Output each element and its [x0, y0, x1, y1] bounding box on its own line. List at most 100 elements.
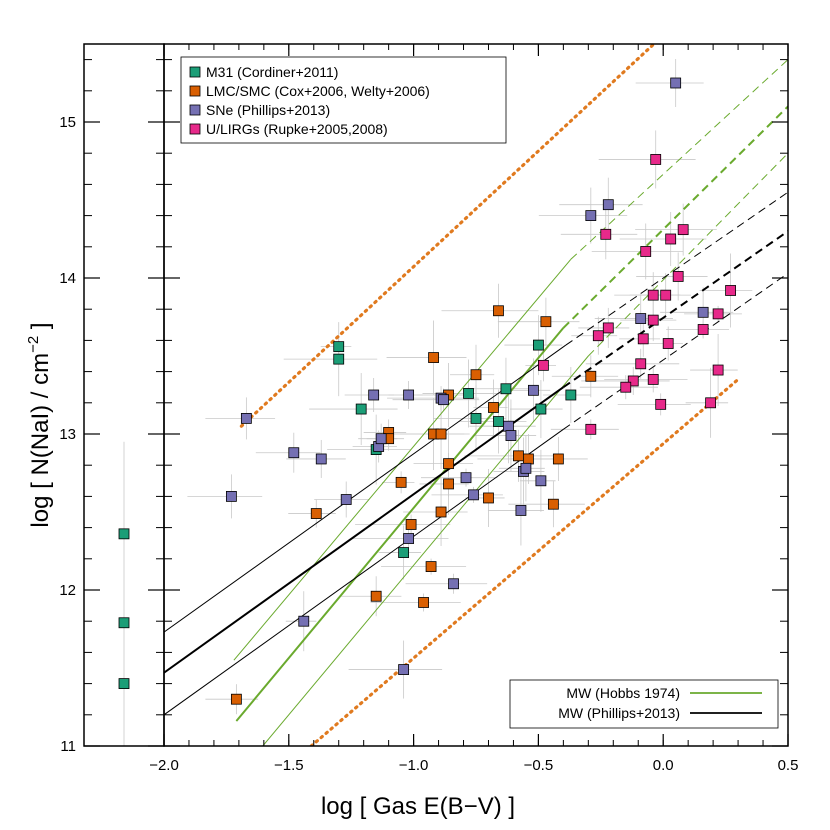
point-sne	[535, 475, 547, 487]
point-lmc	[470, 369, 482, 381]
point-lmc	[370, 590, 382, 602]
point-m31	[565, 389, 577, 401]
point-lmc	[395, 476, 407, 488]
point-lmc	[418, 597, 429, 608]
fit-line-phillips	[164, 344, 567, 633]
point-m31	[333, 341, 345, 353]
point-ulirg	[647, 373, 659, 385]
fit-line-extrapolated-phillips	[563, 272, 788, 430]
point-sne	[468, 489, 479, 501]
point-ulirg	[592, 330, 604, 342]
point-lmc	[483, 492, 494, 504]
x-tick-label: −2.0	[149, 757, 179, 774]
point-sne	[340, 494, 352, 505]
point-sne	[585, 210, 597, 222]
point-ulirg	[602, 322, 614, 334]
point-sne	[697, 306, 709, 318]
point-sne	[520, 462, 532, 474]
x-tick-label: 0.5	[778, 757, 799, 774]
point-sne	[315, 453, 327, 465]
point-ulirg	[647, 314, 659, 326]
point-sne	[448, 578, 459, 590]
point-lmc	[547, 498, 559, 510]
legend-label-ulirg: U/LIRGs (Rupke+2005,2008)	[206, 121, 388, 137]
point-sne	[240, 412, 252, 424]
point-ulirg	[677, 224, 689, 236]
series-legend-box	[180, 56, 507, 144]
fit-line-hobbs	[262, 355, 589, 746]
point-lmc	[585, 370, 597, 382]
point-ulirg	[537, 359, 549, 371]
y-tick-label: 12	[59, 582, 76, 599]
x-tick-label: −1.0	[399, 757, 429, 774]
point-sne	[460, 472, 472, 484]
point-ulirg	[705, 397, 717, 409]
legend-marker-lmc	[189, 85, 201, 97]
lines-legend-box	[509, 679, 779, 729]
point-sne	[515, 505, 527, 516]
point-ulirg	[620, 381, 632, 393]
lines-legend: MW (Hobbs 1974) MW (Phillips+2013)	[509, 679, 779, 729]
envelope-line	[309, 377, 740, 746]
y-tick-label: 11	[60, 738, 76, 755]
y-axis-label: log [ N(NaI) / cm−2 ]	[25, 322, 54, 527]
x-tick-label: −0.5	[524, 757, 554, 774]
left-panel-points	[118, 441, 130, 746]
fit-line-hobbs	[233, 258, 572, 661]
point-lmc	[428, 352, 439, 363]
y-axis-label-sup: −2	[25, 336, 42, 353]
point-sne	[375, 433, 387, 445]
y-tick-label: 13	[59, 426, 76, 443]
point-m31	[463, 388, 474, 399]
point-ulirg	[672, 271, 684, 282]
legend-label-m31: M31 (Cordiner+2011)	[206, 64, 338, 80]
axis-ticks: −2.0 −1.5 −1.0 −0.5 0.0 0.5 11 12 13 14 15	[59, 44, 798, 774]
point-sne	[635, 313, 647, 324]
legend-label-lmc: LMC/SMC (Cox+2006, Welty+2006)	[206, 83, 430, 99]
point-lmc	[523, 453, 534, 465]
y-axis-label-end: ]	[27, 322, 54, 335]
fit-line-extrapolated-hobbs	[570, 59, 788, 260]
x-tick-label: 0.0	[653, 757, 674, 774]
point-m31	[398, 547, 410, 558]
error-bars	[187, 59, 753, 715]
point-ulirg	[725, 285, 736, 296]
plot-frame	[163, 43, 789, 747]
x-tick-label: −1.5	[274, 757, 304, 774]
left-point-m31	[118, 617, 130, 629]
point-sne	[398, 664, 410, 675]
point-lmc	[443, 478, 454, 490]
legend-label-phillips: MW (Phillips+2013)	[558, 705, 680, 721]
point-lmc	[513, 450, 524, 462]
point-sne	[670, 77, 682, 89]
point-m31	[333, 353, 345, 365]
point-ulirg	[640, 246, 652, 257]
point-lmc	[435, 428, 447, 440]
fit-line-extrapolated-phillips	[562, 230, 788, 389]
y-tick-label: 14	[59, 270, 76, 287]
point-lmc	[443, 458, 454, 470]
point-ulirg	[650, 154, 662, 165]
point-m31	[533, 339, 544, 351]
point-sne	[403, 389, 415, 401]
point-lmc	[488, 402, 499, 413]
point-lmc	[540, 316, 552, 328]
point-ulirg	[655, 398, 667, 410]
fit-line-extrapolated-hobbs	[562, 105, 788, 329]
point-sne	[503, 420, 514, 432]
point-sne	[602, 199, 614, 211]
point-lmc	[552, 453, 564, 465]
point-lmc	[405, 519, 417, 530]
point-sne	[225, 490, 237, 502]
fit-line-phillips	[164, 386, 564, 674]
point-ulirg	[647, 289, 659, 301]
fit-line-extrapolated-hobbs	[587, 152, 788, 357]
point-m31	[500, 383, 512, 395]
legend-label-hobbs: MW (Hobbs 1974)	[566, 685, 680, 701]
point-ulirg	[600, 228, 612, 240]
point-ulirg	[660, 289, 672, 301]
point-m31	[493, 416, 504, 427]
legend-marker-ulirg	[189, 123, 201, 135]
point-sne	[528, 384, 539, 396]
